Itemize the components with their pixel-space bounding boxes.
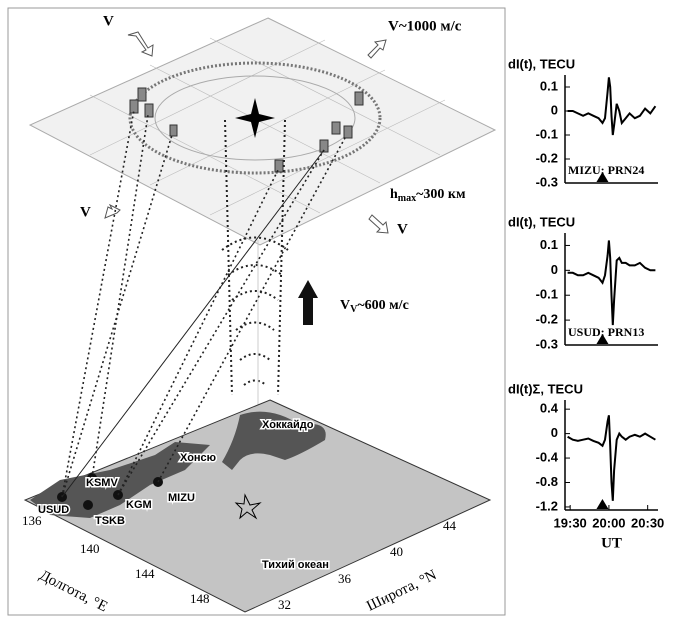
latitude-tick: 36: [338, 571, 352, 586]
line-series: [567, 240, 656, 326]
y-tick-label: -0.1: [536, 126, 558, 141]
longitude-label: Долгота, °E: [37, 567, 110, 615]
ground-plane: [23, 399, 492, 613]
charts: dI(t), TECU 0.1 0 -0.1 -0.2 -0.3 MIZU; PRN24 dI…: [508, 56, 664, 551]
vertical-arrow: [298, 280, 318, 325]
height-base: h: [390, 187, 398, 202]
y-tick-label: 0: [551, 102, 558, 117]
region-label: Тихий океан: [262, 559, 329, 571]
latitude-tick: 40: [390, 544, 403, 559]
hokkaido: [222, 411, 326, 470]
y-tick-label: 0: [551, 262, 558, 277]
station-label: USUD: [38, 504, 69, 516]
ray-line: [61, 149, 325, 498]
trace-label: MIZU; PRN24: [568, 163, 644, 177]
y-tick-label: -0.1: [536, 287, 558, 302]
y-tick-label: -0.8: [536, 474, 558, 489]
longitude-tick: 136: [22, 513, 42, 528]
latitude-tick: 32: [278, 597, 291, 612]
event-marker: [596, 334, 609, 344]
wave-ring-inner: [154, 75, 356, 161]
station-label: MIZU: [168, 492, 195, 504]
ray-lines: [61, 109, 347, 498]
y-axis-title: dI(t)Σ, TECU: [508, 381, 583, 396]
epicenter-star: [235, 98, 275, 138]
height-label: hmax~300 км: [390, 187, 466, 204]
y-tick-label: 0.4: [540, 401, 559, 416]
x-tick-label: 20:30: [631, 515, 664, 530]
y-tick-label: -1.2: [536, 498, 558, 513]
wave-ring: [128, 61, 382, 175]
line-series: [567, 77, 657, 136]
y-tick-label: 0: [551, 425, 558, 440]
ionosphere-plane: [28, 17, 497, 246]
region-label: Хоккайдо: [262, 419, 314, 431]
vv-base: V: [340, 298, 350, 313]
vv-sub: V: [350, 304, 358, 315]
x-tick-label: 19:30: [554, 515, 587, 530]
frame: [7, 7, 506, 616]
honshu: [30, 442, 210, 518]
velocity-value: V~1000 м/с: [388, 18, 462, 34]
latitude-tick: 44: [443, 518, 457, 533]
y-axis-title: dI(t), TECU: [508, 56, 575, 71]
y-tick-label: -0.3: [536, 174, 558, 189]
region-label: Хонсю: [180, 452, 216, 464]
epicenter: [234, 493, 262, 520]
station-label: TSKB: [95, 515, 125, 527]
longitude-tick: 148: [190, 591, 210, 606]
y-tick-label: -0.4: [536, 449, 559, 464]
y-tick-label: -0.2: [536, 312, 558, 327]
velocity-label: V: [80, 204, 91, 220]
height-rest: ~300 км: [416, 187, 466, 202]
event-marker: [596, 499, 609, 509]
velocity-arrows: [104, 31, 389, 234]
line-series: [567, 415, 656, 501]
trace-label: USUD; PRN13: [568, 325, 644, 339]
pierce-points: [129, 87, 364, 173]
y-tick-label: 0.1: [540, 237, 558, 252]
y-tick-label: -0.2: [536, 150, 558, 165]
x-tick-label: 20:00: [592, 515, 625, 530]
velocity-label: V: [397, 221, 408, 237]
x-axis-title: UT: [601, 535, 622, 551]
y-tick-label: -0.3: [536, 336, 558, 351]
height-sub: max: [398, 193, 416, 204]
station-label: KSMV: [86, 477, 118, 489]
y-axis-title: dI(t), TECU: [508, 214, 575, 229]
latitude-label: Широта, °N: [364, 567, 439, 615]
event-marker: [596, 172, 609, 182]
longitude-tick: 144: [135, 566, 155, 581]
velocity-label: V: [103, 13, 114, 29]
y-tick-label: 0.1: [540, 78, 558, 93]
vertical-velocity: VV~600 м/с: [340, 298, 409, 315]
longitude-tick: 140: [80, 541, 100, 556]
station-label: KGM: [126, 499, 152, 511]
vv-rest: ~600 м/с: [357, 298, 408, 313]
